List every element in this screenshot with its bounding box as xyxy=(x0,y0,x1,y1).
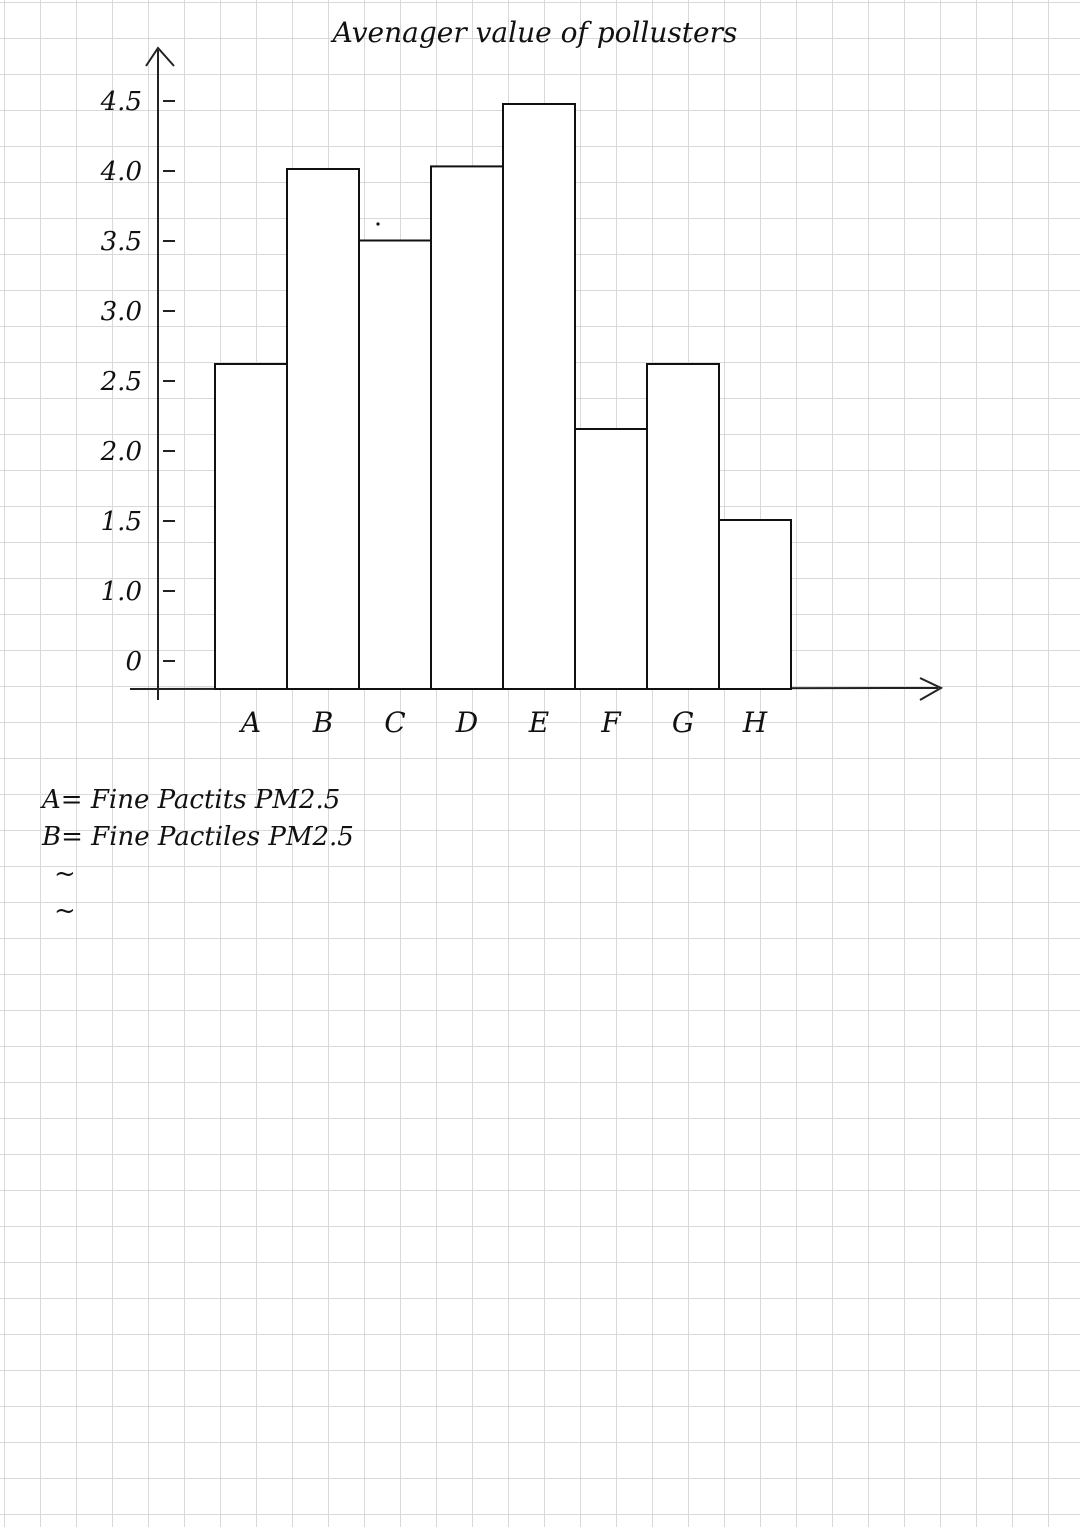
legend-key: B xyxy=(42,822,62,852)
x-tick-label: F xyxy=(600,706,622,739)
x-tick-label: E xyxy=(528,706,549,739)
legend-sep: = xyxy=(61,822,83,852)
y-tick-label: 2.0 xyxy=(100,437,142,467)
legend-row-b: B= Fine Pactiles PM2.5 xyxy=(42,819,354,856)
y-axis-arrowhead xyxy=(145,46,175,67)
y-tick-label: 2.5 xyxy=(100,367,142,397)
bar-b xyxy=(286,168,360,690)
y-tick-label: 3.0 xyxy=(101,297,142,327)
bar-a xyxy=(214,363,288,690)
bar-g xyxy=(646,363,720,690)
legend-text: Fine Pactiles PM2.5 xyxy=(91,822,354,852)
legend-row-a: A= Fine Pactits PM2.5 xyxy=(42,782,354,819)
bars xyxy=(214,103,792,690)
bar-c xyxy=(358,239,432,690)
bar-e xyxy=(502,103,576,690)
x-tick-label: B xyxy=(312,706,334,739)
y-ticks: 0 1.0 1.5 2.0 2.5 3.0 3.5 4.0 4.5 xyxy=(100,87,175,677)
y-tick-label: 4.5 xyxy=(100,87,142,117)
y-tick-label: 0 xyxy=(125,647,142,677)
legend-text: Fine Pactits PM2.5 xyxy=(90,785,341,815)
y-tick-label: 1.0 xyxy=(101,577,142,607)
y-tick-label: 1.5 xyxy=(101,507,142,537)
bar-d xyxy=(430,165,504,690)
legend: A= Fine Pactits PM2.5 B= Fine Pactiles P… xyxy=(42,782,354,930)
chart-title: Avenager value of pollusters xyxy=(330,16,738,49)
bar-f xyxy=(574,428,648,690)
y-tick-label: 4.0 xyxy=(100,157,142,187)
bar-h xyxy=(718,519,792,690)
x-tick-label: C xyxy=(384,706,405,739)
stray-dot xyxy=(376,222,380,226)
x-tick-label: A xyxy=(238,706,261,739)
x-axis-arrowhead xyxy=(919,677,944,701)
legend-continuation: ~ xyxy=(54,896,76,926)
x-tick-labels: A B C D E F G H xyxy=(238,706,768,739)
legend-key: A xyxy=(42,785,61,815)
x-tick-label: H xyxy=(742,706,768,739)
y-tick-label: 3.5 xyxy=(101,227,142,257)
legend-sep: = xyxy=(60,785,83,815)
x-tick-label: D xyxy=(455,706,478,739)
legend-continuation: ~ xyxy=(54,859,76,889)
x-tick-label: G xyxy=(672,706,694,739)
